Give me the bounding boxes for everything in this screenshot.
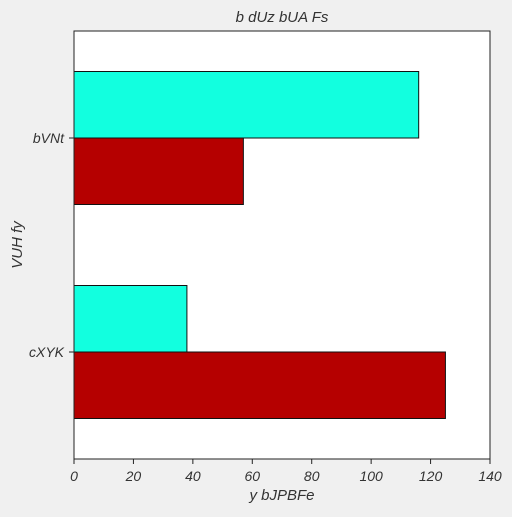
x-tick-label: 100 bbox=[359, 468, 383, 484]
x-tick-label: 0 bbox=[70, 468, 78, 484]
x-tick-label: 140 bbox=[478, 468, 502, 484]
y-axis-label: VUH fy bbox=[9, 220, 26, 269]
bars-group bbox=[73, 71, 446, 419]
x-tick-label: 40 bbox=[185, 468, 201, 484]
chart-title: b dUz bUA Fs bbox=[236, 9, 329, 26]
x-tick-label: 60 bbox=[244, 468, 260, 484]
bar-bVNt-series-1 bbox=[73, 71, 420, 139]
x-tick-label: 120 bbox=[419, 468, 443, 484]
bar-cXYK-series-2 bbox=[73, 351, 446, 419]
y-tick-label: bVNt bbox=[33, 130, 65, 146]
x-tick-label: 20 bbox=[125, 468, 142, 484]
plot-frame bbox=[73, 30, 491, 460]
bar-bVNt-series-2 bbox=[73, 137, 244, 205]
x-tick-label: 80 bbox=[304, 468, 320, 484]
x-axis: 0 20 40 60 80 100 120 140 bbox=[70, 459, 502, 484]
bar-cXYK-series-1 bbox=[73, 285, 188, 353]
y-tick-label: cXYK bbox=[29, 344, 65, 360]
x-axis-label: y bJPBFe bbox=[248, 487, 314, 504]
y-axis: bVNt cXYK bbox=[29, 130, 74, 360]
